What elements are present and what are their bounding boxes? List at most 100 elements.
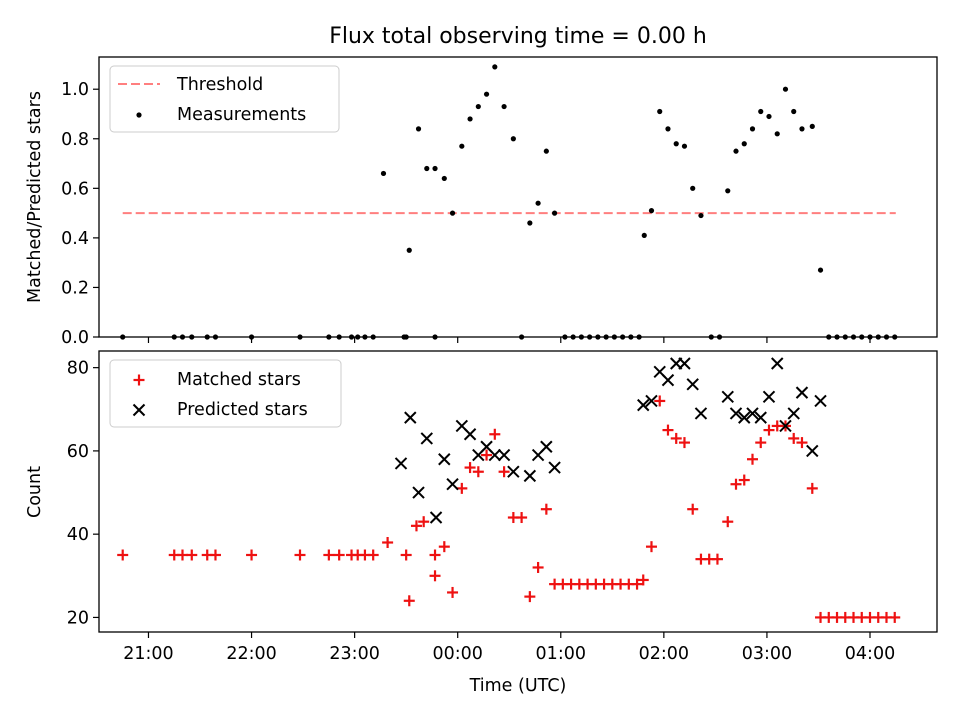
count-y-tick-label: 80	[67, 359, 89, 379]
ratio-panel: 0.0 0.2 0.4 0.6 0.8 1.0 Matched/Predicted sta…	[25, 56, 938, 348]
measurement-point	[370, 334, 376, 340]
predicted-star-point	[412, 486, 425, 499]
predicted-star-point	[404, 411, 417, 424]
measurement-point	[834, 334, 840, 340]
measurement-point	[204, 334, 210, 340]
ratio-y-axis-label: Matched/Predicted stars	[25, 91, 45, 303]
matched-stars-legend-label: Matched stars	[177, 370, 301, 390]
x-tick-label: 03:00	[742, 644, 792, 664]
x-tick-label: 23:00	[329, 644, 379, 664]
count-legend-frame	[109, 359, 342, 428]
matched-star-point	[796, 437, 808, 449]
matched-star-point	[763, 424, 775, 436]
measurement-point	[120, 334, 126, 340]
matched-star-point	[367, 549, 379, 561]
matched-stars-legend-swatch	[133, 374, 145, 386]
measurement-point	[424, 165, 430, 172]
measurement-point	[809, 123, 815, 129]
measurement-point	[749, 126, 756, 132]
matched-star-point	[645, 541, 657, 553]
measurements-legend-swatch	[136, 112, 142, 118]
matched-star-point	[323, 549, 335, 561]
matched-star-point	[186, 549, 198, 561]
predicted-star-point	[548, 461, 561, 474]
measurement-point	[892, 334, 898, 340]
measurement-point	[459, 143, 465, 149]
matched-star-point	[418, 516, 430, 528]
matched-star-point	[631, 578, 643, 590]
matched-star-point	[333, 549, 345, 561]
measurement-point	[595, 334, 601, 340]
predicted-star-point	[463, 428, 477, 441]
predicted-star-point	[729, 407, 743, 420]
matched-star-point	[730, 478, 742, 490]
measurement-point	[641, 232, 647, 239]
count-y-tick-label: 60	[67, 442, 89, 462]
measurement-point	[716, 334, 723, 340]
predicted-stars-legend-label: Predicted stars	[177, 400, 308, 420]
matched-star-point	[429, 570, 441, 582]
matched-star-point	[532, 561, 544, 573]
measurement-point	[441, 175, 447, 182]
predicted-star-point	[523, 469, 537, 483]
count-y-tick-label: 20	[67, 608, 89, 628]
matched-star-point	[438, 541, 450, 553]
measurement-point	[673, 141, 679, 147]
measurement-point	[535, 200, 541, 206]
count-panel: 20 40 60 80 21:00 22:00 23:00 00:00 01:00 02:00 0…	[25, 350, 938, 696]
measurement-point	[665, 126, 671, 132]
ratio-y-tick-label: 0.8	[61, 130, 89, 150]
predicted-star-point	[814, 394, 827, 408]
predicted-star-point	[694, 407, 708, 420]
measurement-point	[415, 126, 422, 132]
predicted-star-point	[762, 390, 776, 403]
measurement-point	[362, 334, 368, 340]
x-axis-label: Time (UTC)	[469, 676, 567, 696]
measurement-point	[248, 334, 255, 340]
measurement-point	[570, 334, 576, 340]
matched-star-point	[176, 549, 188, 561]
count-x-ticks: 21:00 22:00 23:00 00:00 01:00 02:00 03:00 04:00	[123, 632, 895, 664]
count-legend: Matched stars Predicted stars	[109, 359, 342, 428]
matched-star-point	[516, 512, 528, 524]
matched-star-point	[722, 516, 734, 528]
measurement-point	[326, 334, 332, 340]
measurement-point	[501, 103, 507, 110]
matched-star-point	[498, 466, 510, 478]
measurement-point	[733, 148, 739, 154]
measurement-point	[587, 334, 593, 340]
predicted-star-point	[795, 386, 809, 399]
measurement-point	[543, 148, 549, 154]
matched-star-point	[524, 591, 536, 603]
matched-star-point	[209, 549, 221, 561]
measurement-point	[380, 170, 387, 177]
measurement-point	[401, 334, 407, 340]
ratio-y-tick-label: 0.4	[61, 229, 89, 249]
predicted-star-point	[446, 478, 459, 491]
predicted-star-point	[779, 419, 792, 433]
measurement-point	[636, 334, 642, 340]
measurement-point	[657, 108, 663, 115]
threshold-legend-label: Threshold	[176, 75, 263, 95]
measurement-point	[406, 247, 412, 253]
matched-star-point	[540, 503, 552, 515]
measurement-point	[551, 210, 558, 216]
matched-star-point	[738, 474, 750, 486]
count-y-tick-label: 40	[67, 525, 89, 545]
predicted-stars-legend-swatch	[132, 403, 146, 417]
predicted-star-point	[394, 457, 408, 470]
measurement-point	[432, 165, 438, 172]
matched-star-point	[670, 432, 682, 444]
measurement-point	[449, 210, 456, 216]
x-tick-label: 21:00	[123, 644, 173, 664]
matched-star-point	[294, 549, 306, 561]
measurement-point	[628, 334, 634, 340]
matched-star-point	[117, 549, 129, 561]
matched-star-point	[246, 549, 258, 561]
ratio-legend-frame	[109, 65, 340, 133]
matched-star-point	[489, 428, 501, 440]
ratio-y-tick-label: 0.6	[61, 179, 89, 199]
predicted-star-point	[420, 432, 433, 445]
matched-star-point	[403, 595, 415, 607]
